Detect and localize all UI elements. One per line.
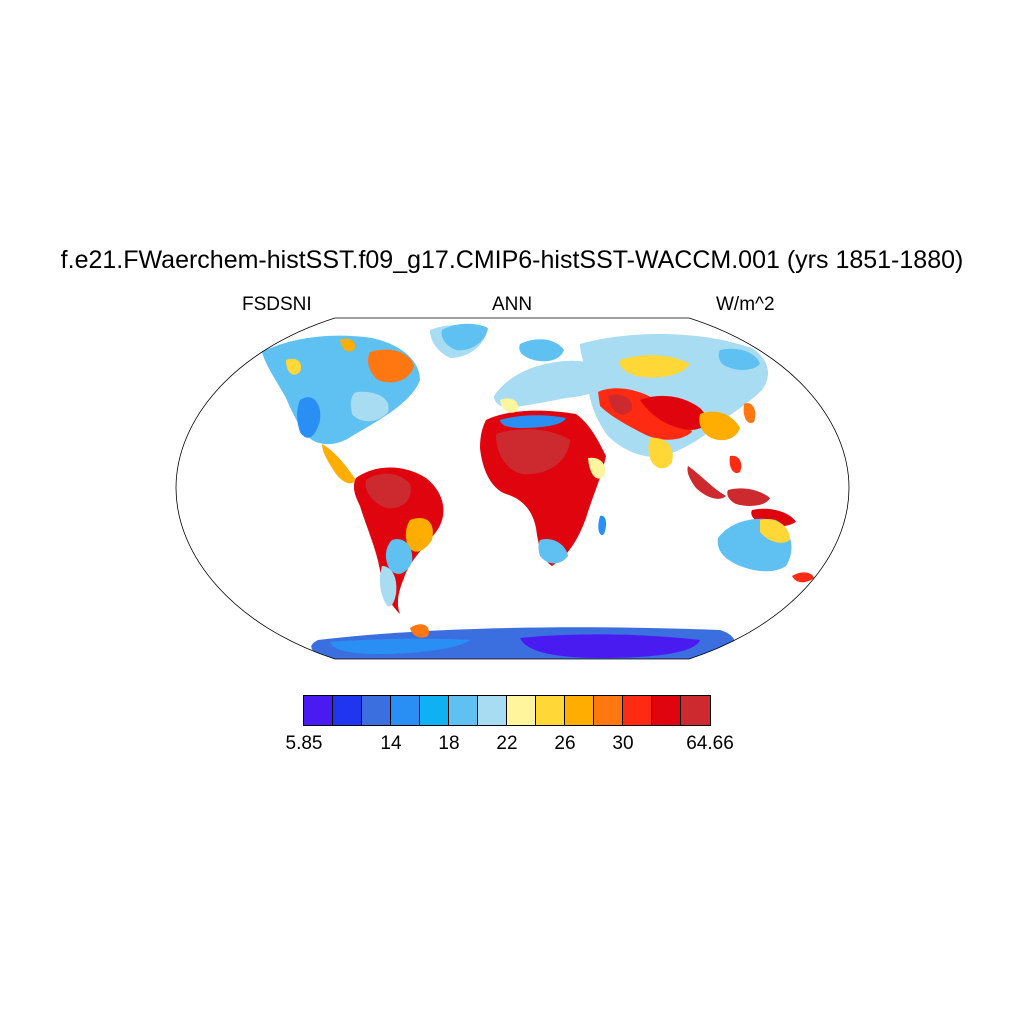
colorbar-box-3 bbox=[391, 696, 420, 725]
north-america bbox=[262, 325, 486, 445]
colorbar-box-2 bbox=[362, 696, 391, 725]
asia bbox=[580, 333, 768, 469]
colorbar-box-8 bbox=[536, 696, 565, 725]
colorbar-box-5 bbox=[449, 696, 478, 725]
colorbar-box-9 bbox=[565, 696, 594, 725]
colorbar-box-7 bbox=[507, 696, 536, 725]
colorbar-label: 14 bbox=[380, 733, 402, 754]
colorbar-label: 18 bbox=[438, 733, 460, 754]
globe-outline bbox=[175, 317, 850, 660]
australia bbox=[717, 518, 814, 583]
colorbar-box-4 bbox=[420, 696, 449, 725]
antarctica bbox=[311, 624, 735, 659]
central-america bbox=[322, 444, 356, 484]
colorbar bbox=[303, 695, 711, 726]
europe bbox=[494, 339, 616, 413]
maritime-continent bbox=[687, 455, 796, 527]
colorbar-box-13 bbox=[681, 696, 710, 725]
greenland bbox=[441, 323, 488, 351]
colorbar-box-0 bbox=[304, 696, 333, 725]
plot-title: f.e21.FWaerchem-histSST.f09_g17.CMIP6-hi… bbox=[60, 246, 964, 274]
colorbar-label: 26 bbox=[554, 733, 576, 754]
season-label: ANN bbox=[491, 294, 533, 315]
colorbar-label: 5.85 bbox=[285, 733, 323, 754]
units-label: W/m^2 bbox=[716, 294, 775, 315]
colorbar-label: 30 bbox=[612, 733, 634, 754]
variable-label: FSDSNI bbox=[242, 294, 312, 315]
colorbar-label: 22 bbox=[496, 733, 518, 754]
south-america bbox=[353, 467, 444, 614]
colorbar-label: 64.66 bbox=[686, 733, 734, 754]
colorbar-box-12 bbox=[652, 696, 681, 725]
colorbar-box-10 bbox=[594, 696, 623, 725]
colorbar-box-1 bbox=[333, 696, 362, 725]
africa bbox=[480, 410, 607, 566]
colorbar-box-11 bbox=[623, 696, 652, 725]
colorbar-box-6 bbox=[478, 696, 507, 725]
